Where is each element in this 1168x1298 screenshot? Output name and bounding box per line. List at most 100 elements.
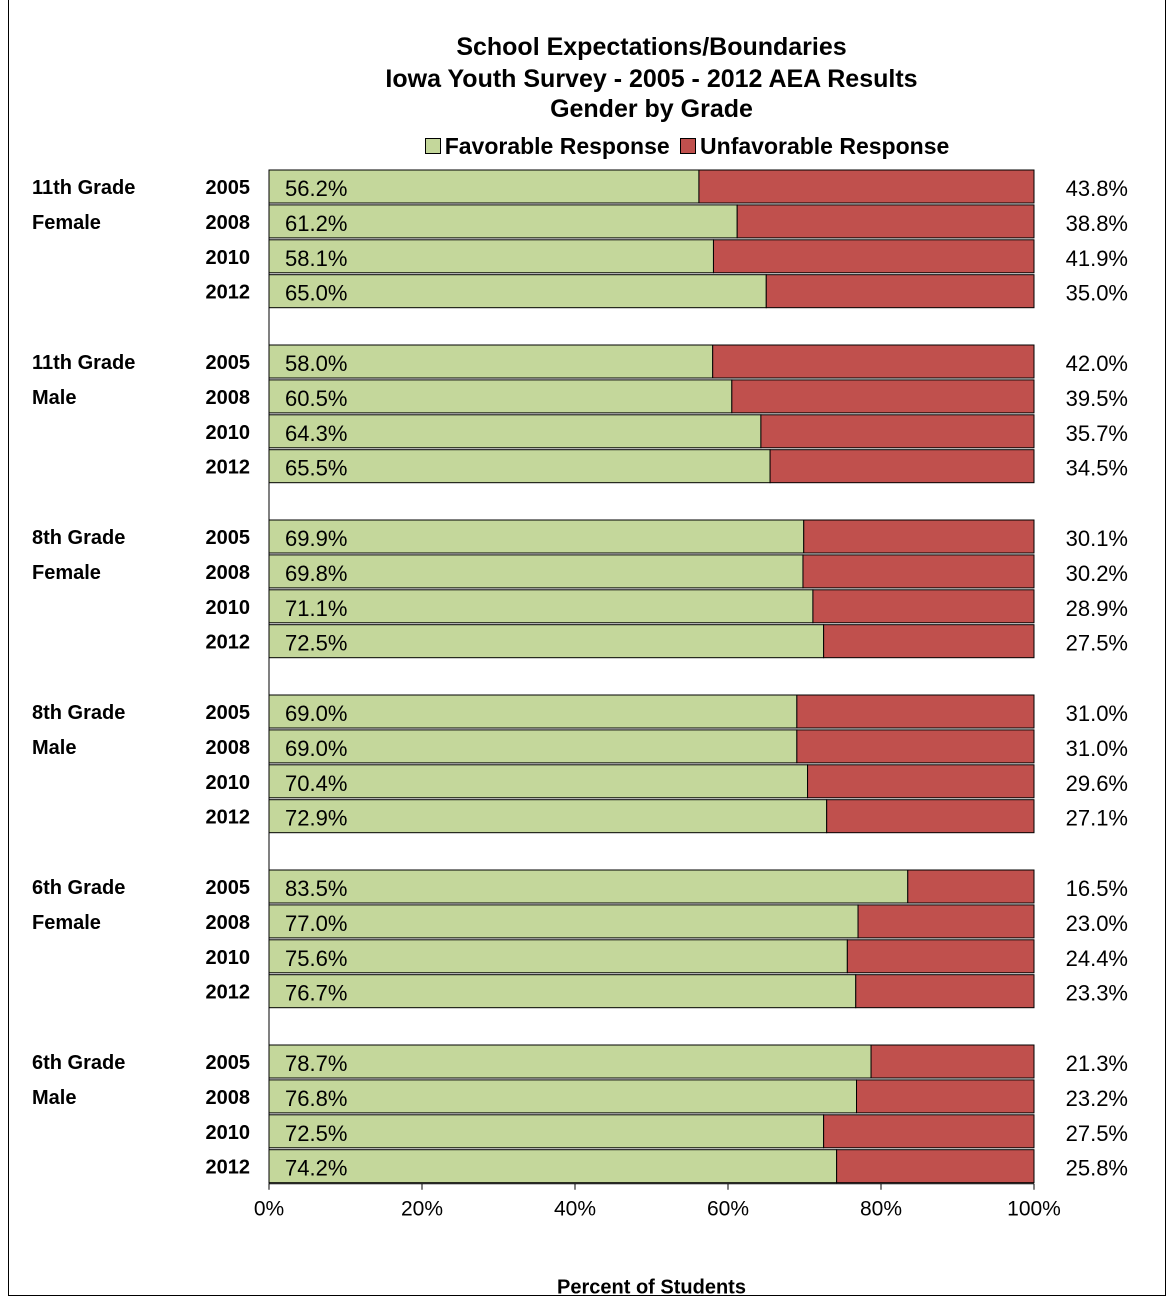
data-label-unfavorable: 27.1% <box>1066 806 1128 831</box>
year-label: 2012 <box>206 632 251 654</box>
group-label-grade: 11th Grade <box>32 177 135 199</box>
group-label-gender: Female <box>32 212 101 234</box>
group-label-gender: Male <box>32 387 76 409</box>
data-label-unfavorable: 16.5% <box>1066 876 1128 901</box>
year-label: 2012 <box>206 1157 251 1179</box>
bar-favorable <box>268 729 798 764</box>
group-label-gender: Female <box>32 562 101 584</box>
bar-unfavorable <box>712 239 1035 274</box>
bar-unfavorable <box>796 729 1035 764</box>
chart-title-line-2: Iowa Youth Survey - 2005 - 2012 AEA Resu… <box>385 65 918 93</box>
year-label: 2012 <box>206 457 251 479</box>
data-label-favorable: 56.2% <box>285 176 347 201</box>
bar-favorable <box>268 414 762 449</box>
x-tick-label: 0% <box>254 1198 284 1221</box>
year-label: 2008 <box>206 387 251 409</box>
bar-favorable <box>268 869 909 904</box>
year-label: 2012 <box>206 982 251 1004</box>
data-label-unfavorable: 27.5% <box>1066 631 1128 656</box>
data-label-unfavorable: 24.4% <box>1066 946 1128 971</box>
bar-favorable <box>268 1114 825 1149</box>
bar-favorable <box>268 1079 858 1114</box>
x-axis-title: Percent of Students <box>557 1277 746 1298</box>
bar-favorable <box>268 554 804 589</box>
bar-unfavorable <box>823 624 1035 659</box>
bar-unfavorable <box>826 799 1035 834</box>
year-label: 2005 <box>206 877 251 899</box>
data-label-favorable: 78.7% <box>285 1051 347 1076</box>
year-label: 2012 <box>206 807 251 829</box>
data-label-favorable: 76.7% <box>285 981 347 1006</box>
year-label: 2008 <box>206 737 251 759</box>
bar-favorable <box>268 904 859 939</box>
group-label-grade: 8th Grade <box>32 702 125 724</box>
data-label-unfavorable: 23.3% <box>1066 981 1128 1006</box>
bar-favorable <box>268 274 767 309</box>
data-label-favorable: 64.3% <box>285 421 347 446</box>
legend-label-unfavorable: Unfavorable Response <box>700 133 950 159</box>
year-label: 2010 <box>206 422 251 444</box>
x-tick-label: 100% <box>1007 1198 1061 1221</box>
bar-unfavorable <box>807 764 1035 799</box>
bar-favorable <box>268 449 771 484</box>
data-label-unfavorable: 35.0% <box>1066 281 1128 306</box>
bar-unfavorable <box>765 274 1035 309</box>
year-label: 2005 <box>206 527 251 549</box>
data-label-favorable: 69.0% <box>285 701 347 726</box>
data-label-unfavorable: 43.8% <box>1066 176 1128 201</box>
chart-title-line-1: School Expectations/Boundaries <box>456 33 847 61</box>
group-label-gender: Male <box>32 737 76 759</box>
bar-favorable <box>268 169 700 204</box>
data-label-unfavorable: 25.8% <box>1066 1156 1128 1181</box>
bar-unfavorable <box>802 554 1035 589</box>
data-label-favorable: 65.0% <box>285 281 347 306</box>
year-label: 2010 <box>206 947 251 969</box>
data-label-favorable: 69.8% <box>285 561 347 586</box>
x-tick-label: 80% <box>860 1198 902 1221</box>
legend-swatch-unfavorable <box>680 138 697 155</box>
legend-swatch-favorable <box>424 138 441 155</box>
year-label: 2010 <box>206 1122 251 1144</box>
bar-favorable <box>268 939 848 974</box>
group-label-gender: Male <box>32 1087 76 1109</box>
group-label-grade: 11th Grade <box>32 352 135 374</box>
data-label-unfavorable: 41.9% <box>1066 246 1128 271</box>
bar-favorable <box>268 974 857 1009</box>
year-label: 2008 <box>206 912 251 934</box>
data-label-favorable: 75.6% <box>285 946 347 971</box>
data-label-favorable: 69.0% <box>285 736 347 761</box>
bar-unfavorable <box>731 379 1035 414</box>
data-label-unfavorable: 31.0% <box>1066 736 1128 761</box>
data-label-unfavorable: 38.8% <box>1066 211 1128 236</box>
year-label: 2005 <box>206 702 251 724</box>
bar-unfavorable <box>736 204 1035 239</box>
bar-unfavorable <box>823 1114 1035 1149</box>
bar-favorable <box>268 1149 838 1184</box>
bar-unfavorable <box>907 869 1035 904</box>
bar-unfavorable <box>846 939 1035 974</box>
data-label-unfavorable: 28.9% <box>1066 596 1128 621</box>
data-label-unfavorable: 31.0% <box>1066 701 1128 726</box>
group-label-grade: 6th Grade <box>32 1052 125 1074</box>
x-tick-label: 20% <box>401 1198 443 1221</box>
bar-favorable <box>268 1044 872 1079</box>
year-label: 2005 <box>206 177 251 199</box>
data-label-unfavorable: 21.3% <box>1066 1051 1128 1076</box>
bar-unfavorable <box>856 1079 1035 1114</box>
year-label: 2008 <box>206 562 251 584</box>
year-label: 2012 <box>206 282 251 304</box>
year-label: 2005 <box>206 352 251 374</box>
data-label-unfavorable: 42.0% <box>1066 351 1128 376</box>
group-label-grade: 8th Grade <box>32 527 125 549</box>
chart-title-line-3: Gender by Grade <box>550 95 753 123</box>
bar-unfavorable <box>836 1149 1035 1184</box>
bar-unfavorable <box>760 414 1035 449</box>
data-label-unfavorable: 34.5% <box>1066 456 1128 481</box>
bar-favorable <box>268 589 814 624</box>
data-label-favorable: 72.5% <box>285 631 347 656</box>
legend-label-favorable: Favorable Response <box>444 133 670 159</box>
bar-unfavorable <box>769 449 1035 484</box>
bar-favorable <box>268 694 798 729</box>
year-label: 2008 <box>206 1087 251 1109</box>
